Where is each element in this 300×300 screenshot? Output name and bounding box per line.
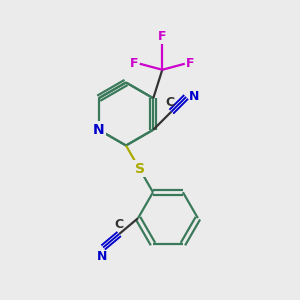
Text: C: C [115,218,124,231]
Text: F: F [186,57,195,70]
Text: C: C [165,96,174,109]
Text: N: N [96,250,107,263]
Text: N: N [189,90,199,103]
Text: F: F [130,57,138,70]
Text: F: F [158,30,166,43]
Text: S: S [134,162,145,176]
Text: N: N [93,123,104,137]
